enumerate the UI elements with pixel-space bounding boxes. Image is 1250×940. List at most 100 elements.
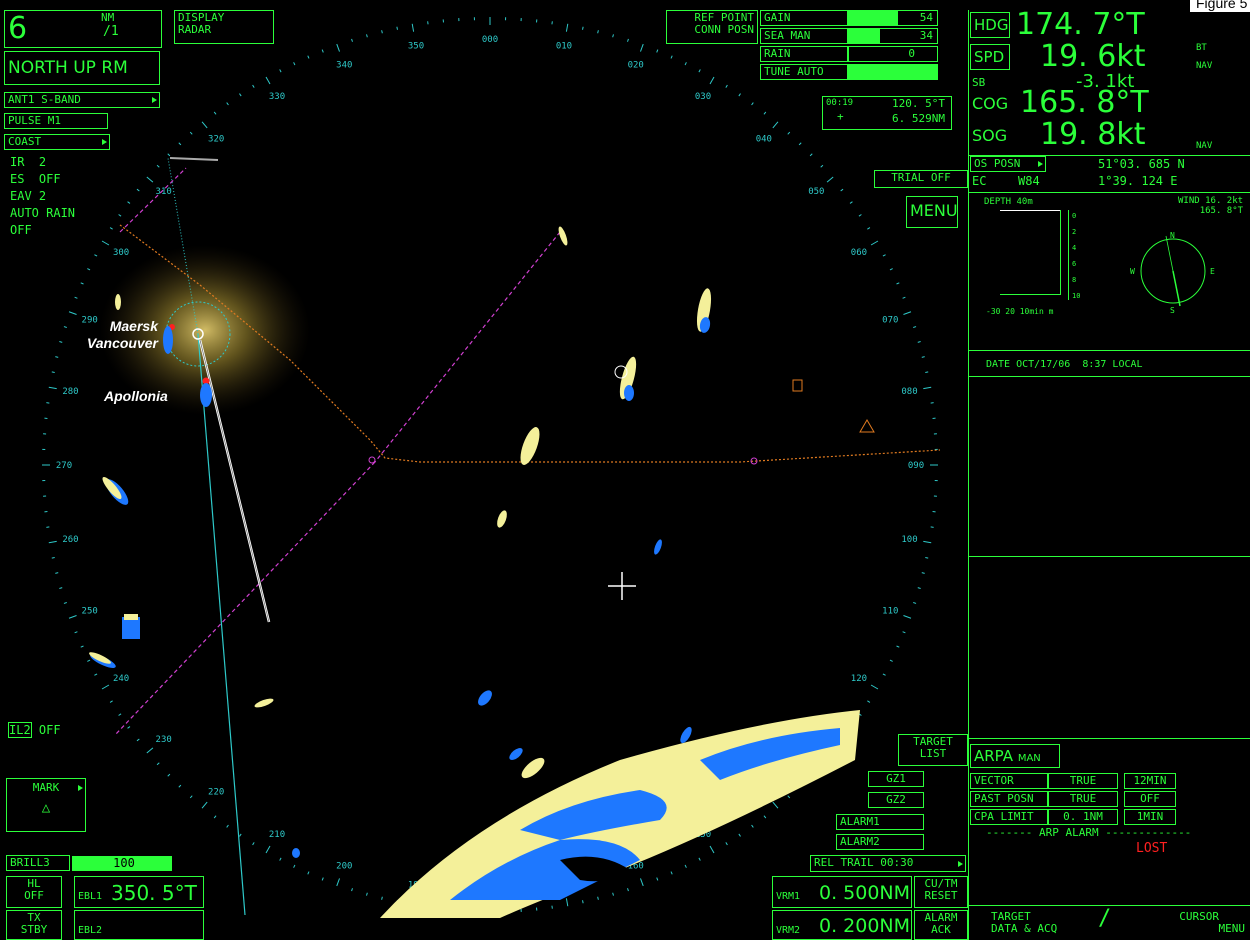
bearing-tick — [68, 615, 77, 619]
cursor-menu-line2: MENU — [1218, 922, 1246, 935]
ebl2-control[interactable]: EBL2 — [74, 910, 204, 940]
sog-value: 19. 8kt — [1040, 118, 1145, 152]
arpa-button[interactable]: ARPA MAN — [970, 744, 1060, 768]
hl-button[interactable]: HL OFF — [6, 876, 62, 908]
bearing-tick — [882, 673, 886, 676]
wind-speed: 16. 2kt — [1205, 196, 1244, 206]
menu-button[interactable]: MENU — [906, 196, 958, 228]
arpa-label: ARPA — [974, 747, 1014, 765]
slash-divider: / — [1098, 906, 1112, 931]
vrm2-label: VRM2 — [776, 925, 801, 936]
bearing-tick — [51, 557, 55, 559]
bearing-label: 050 — [808, 187, 824, 197]
gain-slider[interactable]: 54 — [848, 10, 938, 26]
bearing-label: 250 — [82, 607, 98, 617]
bearing-tick — [889, 659, 893, 662]
vrm2-control[interactable]: VRM2 0. 200NM — [772, 910, 912, 940]
cog-label: COG — [972, 94, 1009, 113]
il2-setting[interactable]: IL2 OFF — [8, 722, 61, 738]
os-posn-button[interactable]: OS POSN — [970, 156, 1046, 172]
es-setting[interactable]: ES OFF — [10, 172, 61, 186]
display-mode-button[interactable]: DISPLAY RADAR — [174, 10, 274, 44]
alarm1-button[interactable]: ALARM1 — [836, 814, 924, 830]
bearing-tick — [809, 153, 813, 157]
ebl1-control[interactable]: EBL1 350. 5°T — [74, 876, 204, 908]
bearing-tick — [698, 69, 701, 73]
bearing-label: 280 — [62, 387, 78, 397]
mark-button[interactable]: MARK △ — [6, 778, 86, 832]
target-label-apollonia: Apollonia — [104, 388, 168, 404]
bearing-tick — [59, 341, 63, 343]
trial-button[interactable]: TRIAL OFF — [874, 170, 968, 188]
bearing-tick — [74, 631, 78, 634]
arrow-icon — [152, 97, 157, 103]
bearing-tick — [146, 747, 154, 754]
display-line1: DISPLAY — [178, 11, 225, 24]
bearing-tick — [366, 892, 368, 896]
vrm1-control[interactable]: VRM1 0. 500NM — [772, 876, 912, 908]
range-box[interactable]: 6 NM /1 — [4, 10, 162, 48]
cursor-menu-button[interactable]: CURSOR MENU — [1120, 910, 1248, 940]
tune-bar[interactable] — [848, 64, 938, 80]
past-posn-value-button[interactable]: OFF — [1124, 791, 1176, 807]
radar-ppi[interactable]: 000 010 020 030 040 050 060 070 080 090 100 110 120 1… — [0, 0, 968, 940]
bearing-tick — [59, 587, 63, 589]
ref-point-button[interactable]: REF POINT CONN POSN — [666, 10, 758, 44]
past-posn-label: PAST POSN — [970, 791, 1048, 807]
depth-tick: 0 — [1072, 212, 1077, 220]
alarm-ack-button[interactable]: ALARM ACK — [914, 910, 968, 940]
auto-rain-setting[interactable]: AUTO RAIN — [10, 206, 76, 220]
alarm2-button[interactable]: ALARM2 — [836, 834, 924, 850]
brilliance-control[interactable]: BRILL3 100 — [6, 855, 172, 871]
date-readout: DATE OCT/17/06 8:37 LOCAL — [986, 359, 1143, 370]
gz2-button[interactable]: GZ2 — [868, 792, 924, 808]
bearing-tick — [913, 602, 917, 604]
target-list-button[interactable]: TARGET LIST — [898, 734, 968, 766]
vector-mode-button[interactable]: TRUE — [1048, 773, 1118, 789]
past-posn-mode-button[interactable]: TRUE — [1048, 791, 1118, 807]
hdg-number: 174. 7° — [1016, 7, 1127, 42]
gz1-button[interactable]: GZ1 — [868, 771, 924, 787]
cursor-time: 00:19 — [826, 98, 854, 108]
bearing-tick — [882, 254, 886, 257]
bearing-tick — [87, 268, 91, 271]
brill-value: 100 — [113, 856, 135, 870]
bearing-tick — [239, 93, 242, 97]
orientation-mode-button[interactable]: NORTH UP RM — [4, 51, 160, 85]
bearing-tick — [87, 659, 91, 662]
sea-slider[interactable]: 34 — [848, 28, 938, 44]
rain-slider[interactable]: 0 — [848, 46, 938, 62]
cu-tm-line2: RESET — [924, 889, 958, 902]
hdg-label: HDG — [970, 12, 1010, 38]
bearing-tick — [612, 892, 614, 896]
cpa-limit-button[interactable]: 0. 1NM — [1048, 809, 1118, 825]
tcpa-limit-button[interactable]: 1MIN — [1124, 809, 1176, 825]
target-data-line2: DATA & ACQ — [991, 922, 1058, 935]
cursor-readout: 00:19 120. 5°T + 6. 529NM — [822, 96, 952, 130]
bearing-tick — [178, 142, 182, 146]
coast-button[interactable]: COAST — [4, 134, 110, 150]
il2-label: IL2 — [8, 722, 32, 738]
ir-setting[interactable]: IR 2 — [10, 155, 47, 169]
bearing-tick — [336, 43, 340, 52]
lost-alarm: LOST — [1136, 841, 1168, 856]
cu-tm-reset-button[interactable]: CU/TM RESET — [914, 876, 968, 908]
bearing-label: 350 — [408, 41, 424, 51]
eav-setting[interactable]: EAV 2 — [10, 189, 47, 203]
bearing-tick — [293, 864, 296, 868]
bearing-tick — [265, 76, 271, 85]
pulse-button[interactable]: PULSE M1 — [4, 113, 108, 129]
bearing-label: 040 — [756, 135, 772, 145]
own-ship-symbol — [192, 328, 204, 340]
vector-time-button[interactable]: 12MIN — [1124, 773, 1176, 789]
antenna-button[interactable]: ANT1 S-BAND — [4, 92, 160, 108]
bearing-tick — [763, 815, 767, 819]
cpa-limit-label: CPA LIMIT — [970, 809, 1048, 825]
target-data-acq-button[interactable]: TARGET DATA & ACQ — [970, 910, 1100, 940]
target-data-line1: TARGET — [991, 910, 1031, 923]
bearing-label: 240 — [113, 674, 129, 684]
rel-trail-button[interactable]: REL TRAIL 00:30 — [810, 855, 966, 872]
tx-stby-button[interactable]: TX STBY — [6, 910, 62, 940]
bearing-label: 150 — [695, 830, 711, 840]
bearing-tick — [772, 121, 779, 129]
